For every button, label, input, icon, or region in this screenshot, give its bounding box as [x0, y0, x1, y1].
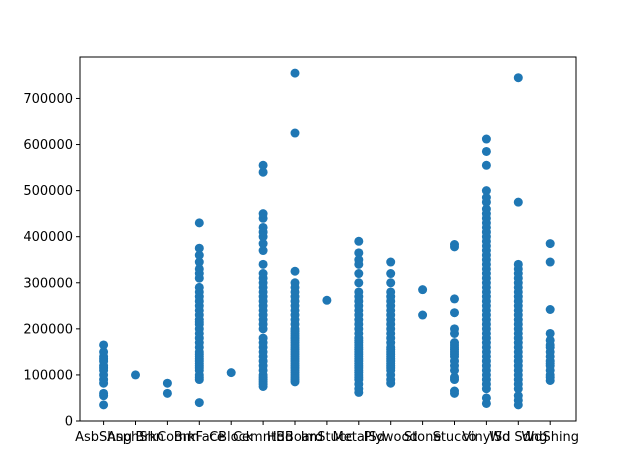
data-point: [545, 239, 555, 249]
data-point: [290, 128, 300, 138]
data-point: [450, 324, 459, 334]
data-point: [545, 304, 555, 314]
data-point: [386, 269, 396, 279]
data-point: [418, 310, 428, 320]
data-point: [162, 378, 172, 388]
x-tick-label: VinylSd: [462, 430, 510, 445]
data-point: [194, 250, 204, 260]
data-point: [258, 246, 268, 256]
data-point: [258, 222, 268, 232]
data-point: [481, 186, 491, 196]
data-point: [194, 398, 204, 408]
data-point: [545, 335, 555, 345]
data-point: [258, 167, 268, 177]
data-point: [481, 160, 491, 170]
data-point: [162, 388, 172, 398]
y-tick-label: 600000: [23, 138, 73, 153]
data-point: [354, 287, 364, 297]
x-tick-label: BrkComm: [135, 430, 199, 445]
data-point: [99, 388, 109, 398]
y-axis-ticks: 0 100000 200000 300000 400000 500000 600000 700…: [23, 92, 80, 430]
data-point: [481, 393, 491, 403]
x-tick-label: HdBoard: [267, 430, 323, 445]
x-tick-label: BrkFace: [174, 430, 225, 445]
x-tick-label: Stone: [404, 430, 442, 445]
data-point: [450, 294, 459, 304]
y-tick-label: 400000: [23, 230, 73, 245]
x-tick-label: Plywood: [364, 430, 418, 445]
scatter-points: [99, 68, 555, 410]
y-tick-label: 300000: [23, 276, 73, 291]
data-point: [131, 370, 140, 380]
x-tick-label: Stucco: [433, 430, 477, 445]
data-point: [322, 295, 332, 305]
x-tick-label: WdShing: [521, 430, 579, 445]
data-point: [450, 338, 459, 348]
data-point: [290, 278, 300, 288]
data-point: [513, 259, 523, 269]
data-point: [354, 278, 364, 288]
data-point: [258, 333, 268, 343]
data-point: [450, 308, 459, 318]
data-point: [450, 240, 459, 250]
data-point: [258, 209, 268, 219]
data-point: [194, 243, 204, 253]
data-point: [450, 372, 459, 382]
y-tick-label: 100000: [23, 368, 73, 383]
data-point: [418, 285, 428, 295]
plot-frame: [79, 56, 577, 422]
data-point: [481, 134, 491, 144]
data-point: [290, 266, 300, 276]
data-point: [258, 160, 268, 170]
data-point: [258, 239, 268, 249]
data-point: [386, 257, 396, 267]
data-point: [99, 400, 109, 410]
x-tick-label: ImStucc: [301, 430, 353, 445]
data-point: [99, 347, 109, 357]
data-point: [194, 264, 204, 274]
data-point: [545, 328, 555, 338]
data-point: [481, 193, 491, 203]
data-point: [450, 386, 459, 396]
data-point: [386, 278, 396, 288]
data-point: [545, 257, 555, 267]
x-tick-label: CemntBd: [233, 430, 293, 445]
y-tick-label: 0: [65, 415, 73, 430]
y-tick-label: 500000: [23, 184, 73, 199]
data-point: [513, 391, 523, 401]
data-point: [354, 236, 364, 246]
data-point: [386, 287, 396, 297]
data-point: [258, 259, 268, 269]
x-tick-label: Wd Sdng: [489, 430, 547, 445]
y-tick-label: 200000: [23, 322, 73, 337]
data-point: [258, 269, 268, 279]
x-tick-label: AsphShn: [107, 430, 164, 445]
data-point: [513, 197, 523, 207]
x-tick-label: AsbShng: [75, 430, 132, 445]
x-tick-label: MetalSd: [333, 430, 385, 445]
data-point: [354, 269, 364, 279]
data-point: [290, 68, 300, 78]
plot-area: [80, 57, 576, 421]
data-point: [354, 255, 364, 265]
data-point: [481, 204, 491, 214]
data-point: [99, 340, 109, 350]
data-point: [226, 368, 236, 378]
x-axis-ticks: AsbShngAsphShnBrkCommBrkFaceCBlockCemntB…: [75, 421, 579, 445]
data-point: [194, 257, 204, 267]
data-point: [354, 248, 364, 258]
data-point: [481, 146, 491, 156]
data-point: [194, 282, 204, 292]
y-tick-label: 700000: [23, 92, 73, 107]
x-tick-label: CBlock: [209, 430, 254, 445]
data-point: [194, 218, 204, 228]
data-point: [513, 73, 523, 83]
